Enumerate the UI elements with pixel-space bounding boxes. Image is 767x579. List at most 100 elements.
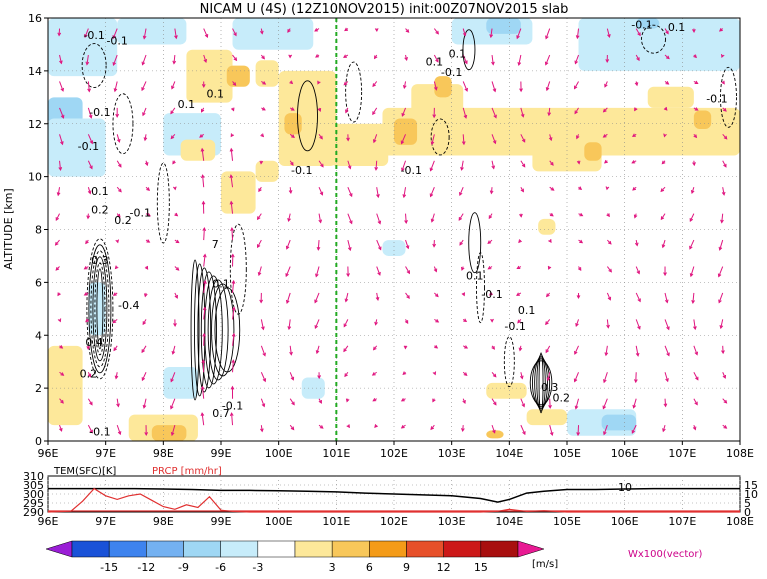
contour-label: -0.1 xyxy=(504,320,525,333)
x-tick-label: 101E xyxy=(322,447,350,460)
y-tick-label: 6 xyxy=(35,276,42,289)
contour-label: -0.1 xyxy=(130,206,151,219)
shaded-region xyxy=(256,60,279,86)
x-tick-label: 96E xyxy=(38,447,59,460)
surface-x-tick-label: 107E xyxy=(668,515,696,528)
shaded-region xyxy=(331,124,389,166)
colorbar-swatches xyxy=(46,541,544,557)
shaded-region xyxy=(152,425,187,441)
figure-title: NICAM U (4S) (12Z10NOV2015) init:00Z07NO… xyxy=(200,2,569,17)
shaded-region xyxy=(302,378,325,399)
surface-x-tick-label: 100E xyxy=(265,515,293,528)
surface-x-tick-label: 104E xyxy=(495,515,523,528)
colorbar-swatch xyxy=(295,541,332,557)
x-tick-label: 97E xyxy=(95,447,116,460)
x-tick-label: 103E xyxy=(438,447,466,460)
surface-x-tick-label: 106E xyxy=(611,515,639,528)
contour-label: -0.1 xyxy=(481,288,502,301)
contour-label: 0.2 xyxy=(91,204,109,217)
x-tick-label: 100E xyxy=(265,447,293,460)
contour-label: -0.1 xyxy=(441,66,462,79)
shaded-region xyxy=(486,383,526,399)
y-axis-label: ALTITUDE [km] xyxy=(2,188,15,269)
contour-label: 0.1 xyxy=(668,21,686,34)
contour-label: -0.1 xyxy=(291,164,312,177)
shaded-region xyxy=(233,18,314,50)
contour-label: 0.2 xyxy=(80,368,98,381)
contour-label: -0.1 xyxy=(631,19,652,32)
surface-x-tick-label: 108E xyxy=(726,515,754,528)
colorbar-tick-label: 9 xyxy=(403,561,410,574)
surface-x-tick-label: 98E xyxy=(153,515,174,528)
colorbar-swatch xyxy=(258,541,295,557)
shaded-region xyxy=(181,140,216,161)
y-tick-label: 2 xyxy=(35,382,42,395)
shaded-region xyxy=(579,18,740,71)
contour-label: 0.1 xyxy=(466,270,484,283)
contour-label: 0.1 xyxy=(178,98,196,111)
contour-label: 0.1 xyxy=(206,87,224,100)
shaded-region xyxy=(648,87,694,108)
y-tick-label: 16 xyxy=(28,12,42,25)
colorbar-tick-label: -9 xyxy=(178,561,189,574)
colorbar-tick-label: -15 xyxy=(100,561,118,574)
shaded-region xyxy=(284,113,301,134)
colorbar-swatch xyxy=(184,541,221,557)
y-tick-label: 10 xyxy=(28,171,42,184)
contour-label: -0.1 xyxy=(89,426,110,439)
shaded-region xyxy=(48,346,83,425)
x-tick-label: 104E xyxy=(495,447,523,460)
colorbar-swatch xyxy=(369,541,406,557)
contour-label: 0.1 xyxy=(449,48,467,61)
surface-x-tick-label: 97E xyxy=(95,515,116,528)
colorbar-tick-label: -6 xyxy=(215,561,226,574)
surface-x-tick-label: 96E xyxy=(38,515,59,528)
shaded-region xyxy=(527,409,567,425)
x-tick-label: 99E xyxy=(211,447,232,460)
vector-scale-label: Wx100(vector) xyxy=(628,549,703,560)
x-tick-label: 107E xyxy=(668,447,696,460)
precip-axis-label: PRCP [mm/hr] xyxy=(152,466,222,477)
y-tick-label: 14 xyxy=(28,65,42,78)
colorbar-tick-label: 6 xyxy=(366,561,373,574)
contour-label: -0.1 xyxy=(78,140,99,153)
colorbar-swatch xyxy=(407,541,444,557)
colorbar-tick-label: 12 xyxy=(437,561,451,574)
y-tick-label: 4 xyxy=(35,329,42,342)
y-tick-label: 0 xyxy=(35,435,42,448)
surface-panel: TEM(SFC)[K] PRCP [mm/hr] 10 310305300295… xyxy=(23,466,758,528)
shaded-region xyxy=(434,76,451,97)
surface-x-tick-label: 101E xyxy=(322,515,350,528)
contour-label: -0.1 xyxy=(401,164,422,177)
y-tick-label: 12 xyxy=(28,118,42,131)
main-panel: -0.1-0.1-0.1-0.10.10.20.2-0.10.3-0.40.40… xyxy=(2,12,754,460)
shaded-region xyxy=(227,66,250,87)
shaded-region xyxy=(538,219,555,235)
x-tick-label: 98E xyxy=(153,447,174,460)
contour-label: -0.1 xyxy=(106,34,127,47)
contour-label: 0.7 xyxy=(212,407,230,420)
colorbar-right-arrow xyxy=(518,541,544,557)
contour-label: 0.4 xyxy=(85,336,103,349)
colorbar-swatch xyxy=(146,541,183,557)
shaded-region xyxy=(256,161,279,182)
shaded-region xyxy=(394,118,417,144)
colorbar-swatch xyxy=(444,541,481,557)
colorbar-swatch xyxy=(332,541,369,557)
colorbar-swatch xyxy=(109,541,146,557)
x-tick-label: 106E xyxy=(611,447,639,460)
surface-x-tick-label: 99E xyxy=(211,515,232,528)
contour-label: 0.1 xyxy=(91,185,109,198)
contour-label: -0.4 xyxy=(118,299,139,312)
surface-x-tick-label: 103E xyxy=(438,515,466,528)
colorbar-swatch xyxy=(221,541,258,557)
surface-x-tick-label: 105E xyxy=(553,515,581,528)
colorbar-swatch xyxy=(481,541,518,557)
contour-label: -0.1 xyxy=(89,106,110,119)
contour-label: 0.1 xyxy=(518,304,536,317)
